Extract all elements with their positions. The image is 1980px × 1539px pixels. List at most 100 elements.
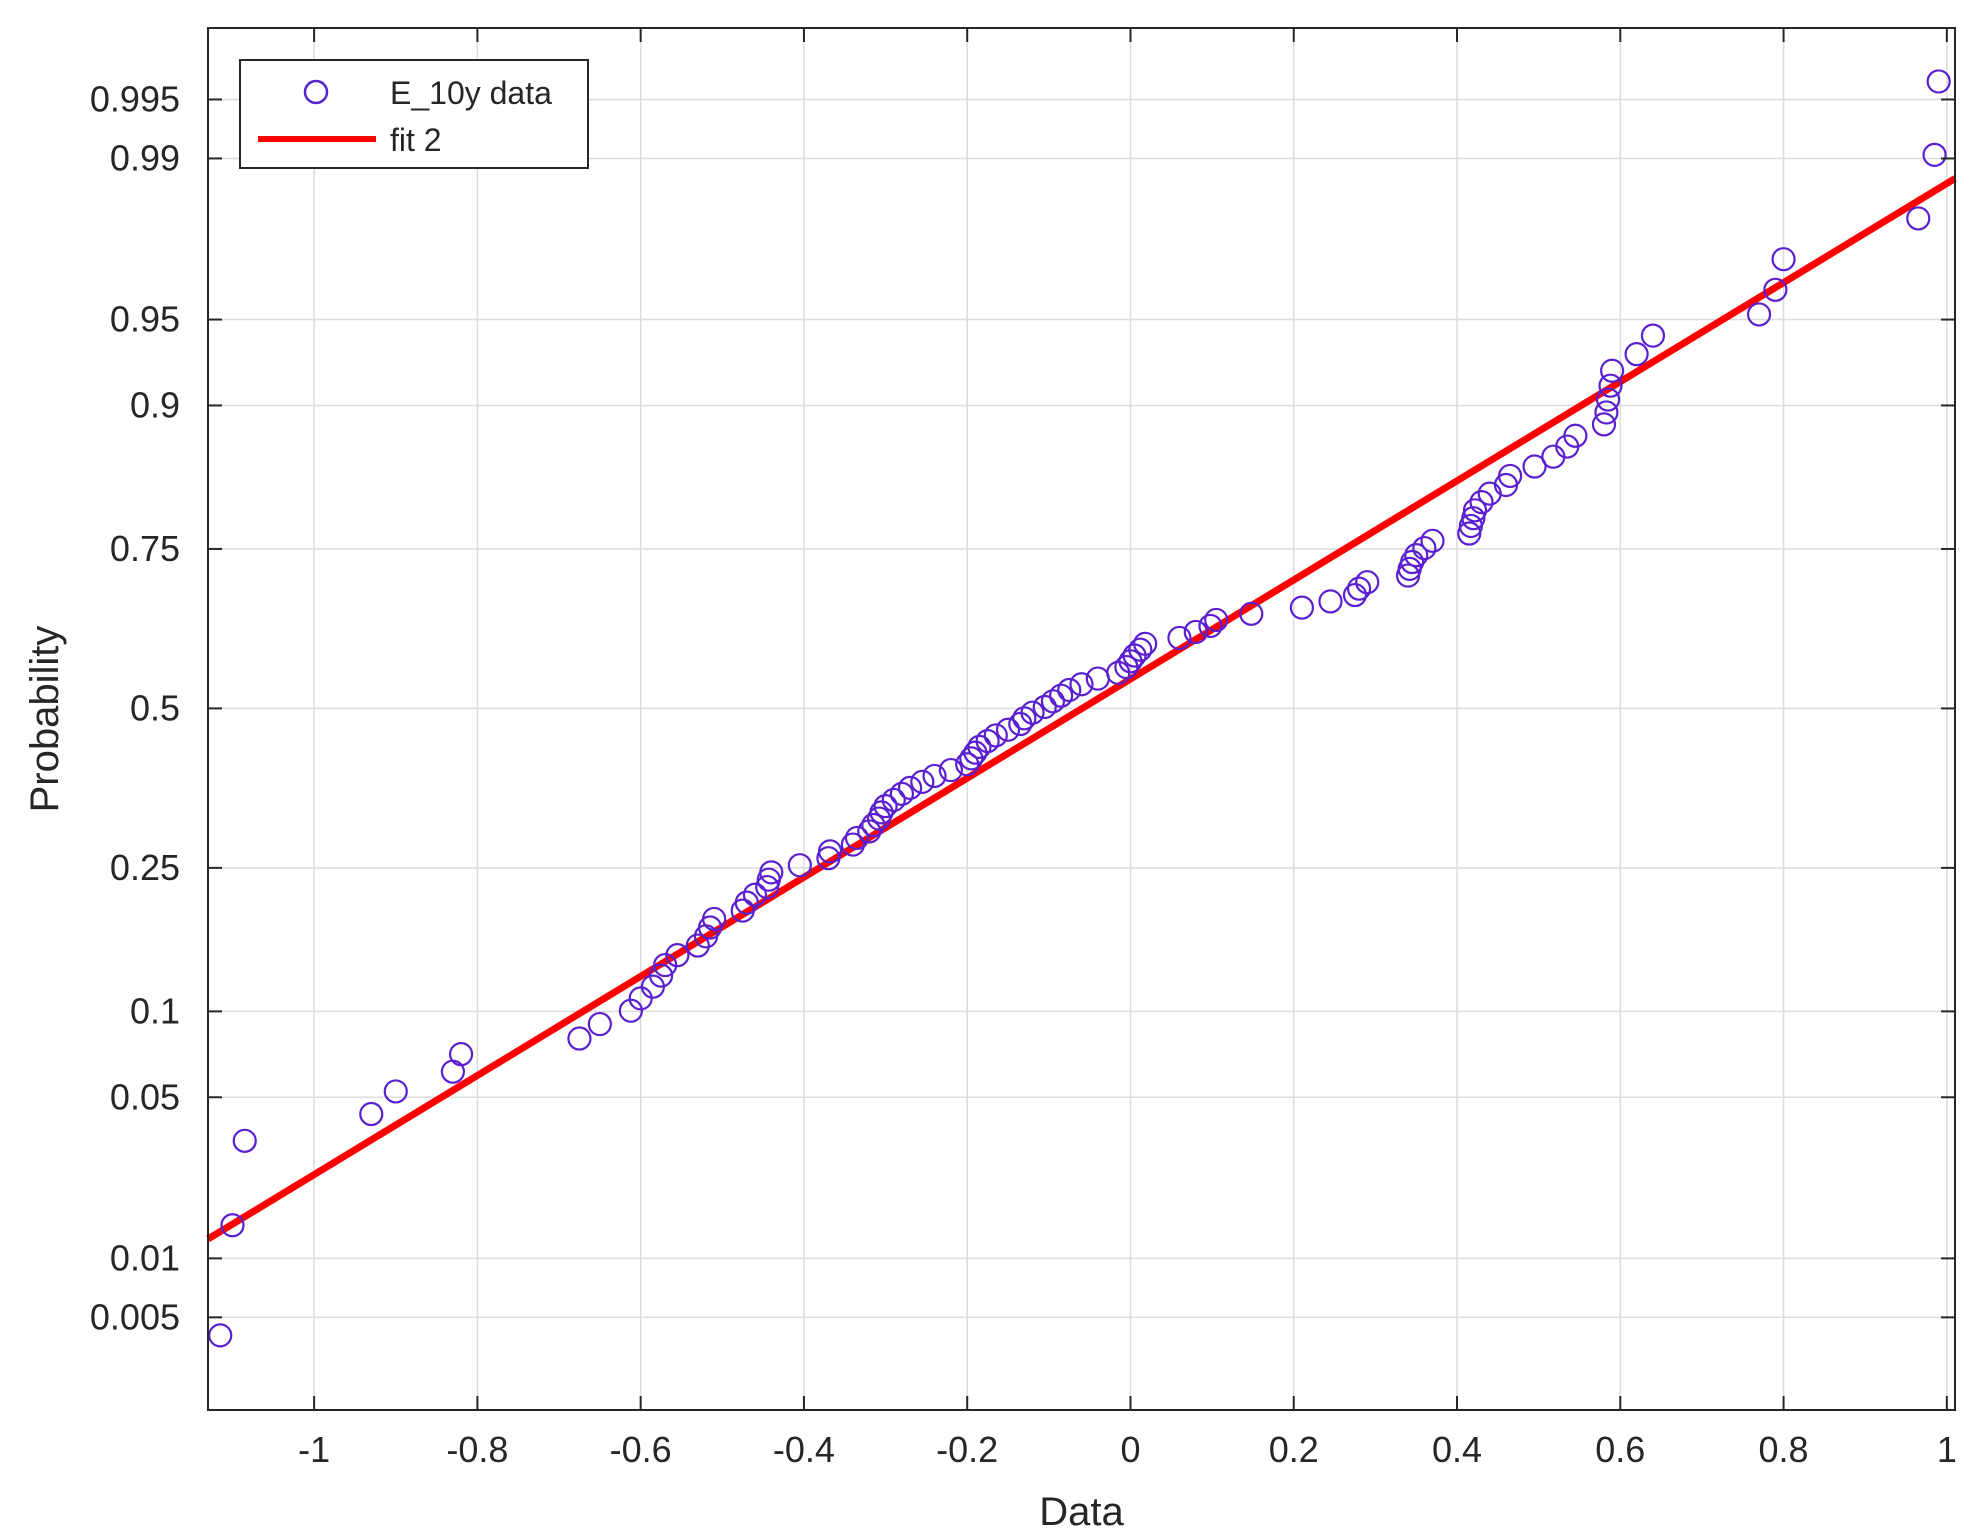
y-tick-label: 0.1 (130, 990, 180, 1031)
y-tick-label: 0.005 (90, 1296, 180, 1337)
x-tick-label: 0 (1120, 1429, 1140, 1470)
legend-box (239, 59, 589, 169)
data-point (1289, 595, 1315, 620)
data-point (742, 882, 768, 907)
data-point (1057, 677, 1082, 703)
data-point (817, 839, 843, 864)
data-point (1640, 323, 1666, 348)
x-tick-label: -0.4 (773, 1429, 835, 1470)
fit-line-layer (206, 175, 1957, 1243)
data-point (1012, 706, 1037, 731)
x-axis: -1 -0.8 -0.6 -0.4 -0.2 0 0.2 0.4 0.6 0.8 1 (298, 28, 1957, 1470)
x-tick-label: 0.8 (1759, 1429, 1809, 1470)
data-point (648, 963, 674, 988)
data-point (208, 1323, 233, 1348)
data-point (1048, 683, 1074, 708)
y-axis: 0.005 0.01 0.05 0.1 0.25 0.5 0.75 0.9 0.95 0.99 0.… (90, 78, 1955, 1337)
data-point (1342, 582, 1368, 608)
data-point (1461, 506, 1486, 531)
data-point (995, 717, 1021, 742)
data-point (1239, 601, 1264, 626)
data-point (1040, 689, 1066, 714)
data-point (1204, 607, 1229, 633)
legend: E_10y data fit 2 (239, 59, 589, 169)
data-point (1771, 247, 1796, 272)
data-point (873, 794, 898, 819)
y-axis-title: Probability (23, 626, 67, 813)
data-point (922, 763, 947, 789)
data-point (1133, 631, 1158, 656)
y-tick-label: 0.05 (110, 1076, 180, 1117)
data-point (897, 775, 923, 800)
data-point (1594, 400, 1619, 425)
data-point (232, 1128, 257, 1153)
data-point (1198, 613, 1223, 639)
data-point (975, 729, 1000, 754)
data-point (1318, 589, 1343, 614)
data-point (840, 832, 866, 857)
data-point (1563, 423, 1588, 448)
data-point (665, 943, 690, 968)
data-point (759, 860, 784, 885)
data-point (881, 787, 906, 813)
data-point (448, 1042, 474, 1067)
data-point (1355, 570, 1380, 595)
data-point (1069, 672, 1094, 697)
data-point (787, 853, 812, 878)
data-point (383, 1079, 408, 1104)
data-point (967, 734, 992, 759)
data-point (1400, 549, 1425, 575)
y-tick-label: 0.99 (110, 137, 180, 178)
x-tick-label: 0.2 (1269, 1429, 1319, 1470)
data-point (1763, 277, 1788, 302)
data-point (1032, 694, 1057, 720)
data-point (1600, 358, 1625, 383)
data-point (587, 1011, 612, 1037)
data-point (1922, 142, 1947, 167)
y-tick-label: 0.01 (110, 1237, 180, 1278)
data-point (1167, 625, 1192, 651)
data-point (869, 800, 894, 825)
data-point (359, 1101, 384, 1127)
data-point (1624, 342, 1649, 367)
data-point (938, 757, 963, 783)
data-point (844, 825, 870, 851)
data-point (1598, 373, 1623, 398)
axes-frame (207, 27, 1956, 1411)
y-tick-label: 0.9 (130, 384, 180, 425)
data-point (861, 812, 886, 838)
data-point (1497, 463, 1523, 489)
fit-line (206, 175, 1957, 1243)
legend-marker-data (303, 79, 329, 105)
legend-label-data: E_10y data (390, 75, 552, 111)
data-point (1404, 543, 1429, 568)
data-point (983, 723, 1008, 748)
data-point (1926, 69, 1951, 94)
data-point (1412, 535, 1437, 561)
x-tick-label: 0.6 (1595, 1429, 1645, 1470)
y-tick-label: 0.75 (110, 528, 180, 569)
data-point (734, 890, 759, 915)
data-point (618, 998, 643, 1023)
data-point (889, 781, 915, 806)
y-tick-label: 0.25 (110, 847, 180, 888)
data-point (1462, 498, 1488, 523)
data-point (1183, 619, 1208, 645)
x-axis-title: Data (1039, 1490, 1124, 1534)
legend-label-fit: fit 2 (390, 122, 442, 158)
data-point (440, 1059, 466, 1084)
x-tick-label: 1 (1937, 1429, 1957, 1470)
x-tick-label: -0.8 (446, 1429, 508, 1470)
grid-lines (208, 28, 1955, 1410)
y-tick-label: 0.95 (110, 299, 180, 340)
data-point (567, 1026, 592, 1051)
data-point (685, 933, 710, 958)
data-point (1906, 206, 1931, 231)
data-point (1595, 387, 1621, 412)
data-point (1346, 576, 1372, 601)
data-point (1469, 489, 1494, 515)
y-tick-label: 0.995 (90, 78, 180, 119)
x-tick-label: -0.6 (610, 1429, 672, 1470)
x-tick-label: -1 (298, 1429, 330, 1470)
